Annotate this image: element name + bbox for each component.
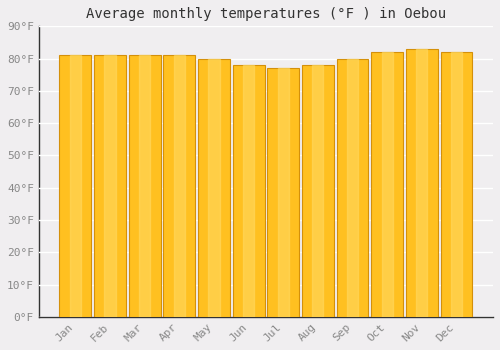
Bar — [60, 55, 92, 317]
Bar — [312, 65, 324, 317]
Bar — [440, 52, 472, 317]
Bar — [174, 55, 185, 317]
Bar — [268, 68, 299, 317]
Bar — [198, 58, 230, 317]
Bar — [164, 55, 196, 317]
Bar — [243, 65, 254, 317]
Bar — [139, 55, 150, 317]
Bar — [104, 55, 116, 317]
Bar — [416, 49, 428, 317]
Bar — [94, 55, 126, 317]
Title: Average monthly temperatures (°F ) in Oebou: Average monthly temperatures (°F ) in Oe… — [86, 7, 446, 21]
Bar — [278, 68, 289, 317]
Bar — [302, 65, 334, 317]
Bar — [336, 58, 368, 317]
Bar — [70, 55, 81, 317]
Bar — [347, 58, 358, 317]
Bar — [382, 52, 393, 317]
Bar — [128, 55, 160, 317]
Bar — [451, 52, 462, 317]
Bar — [406, 49, 438, 317]
Bar — [208, 58, 220, 317]
Bar — [232, 65, 264, 317]
Bar — [371, 52, 403, 317]
